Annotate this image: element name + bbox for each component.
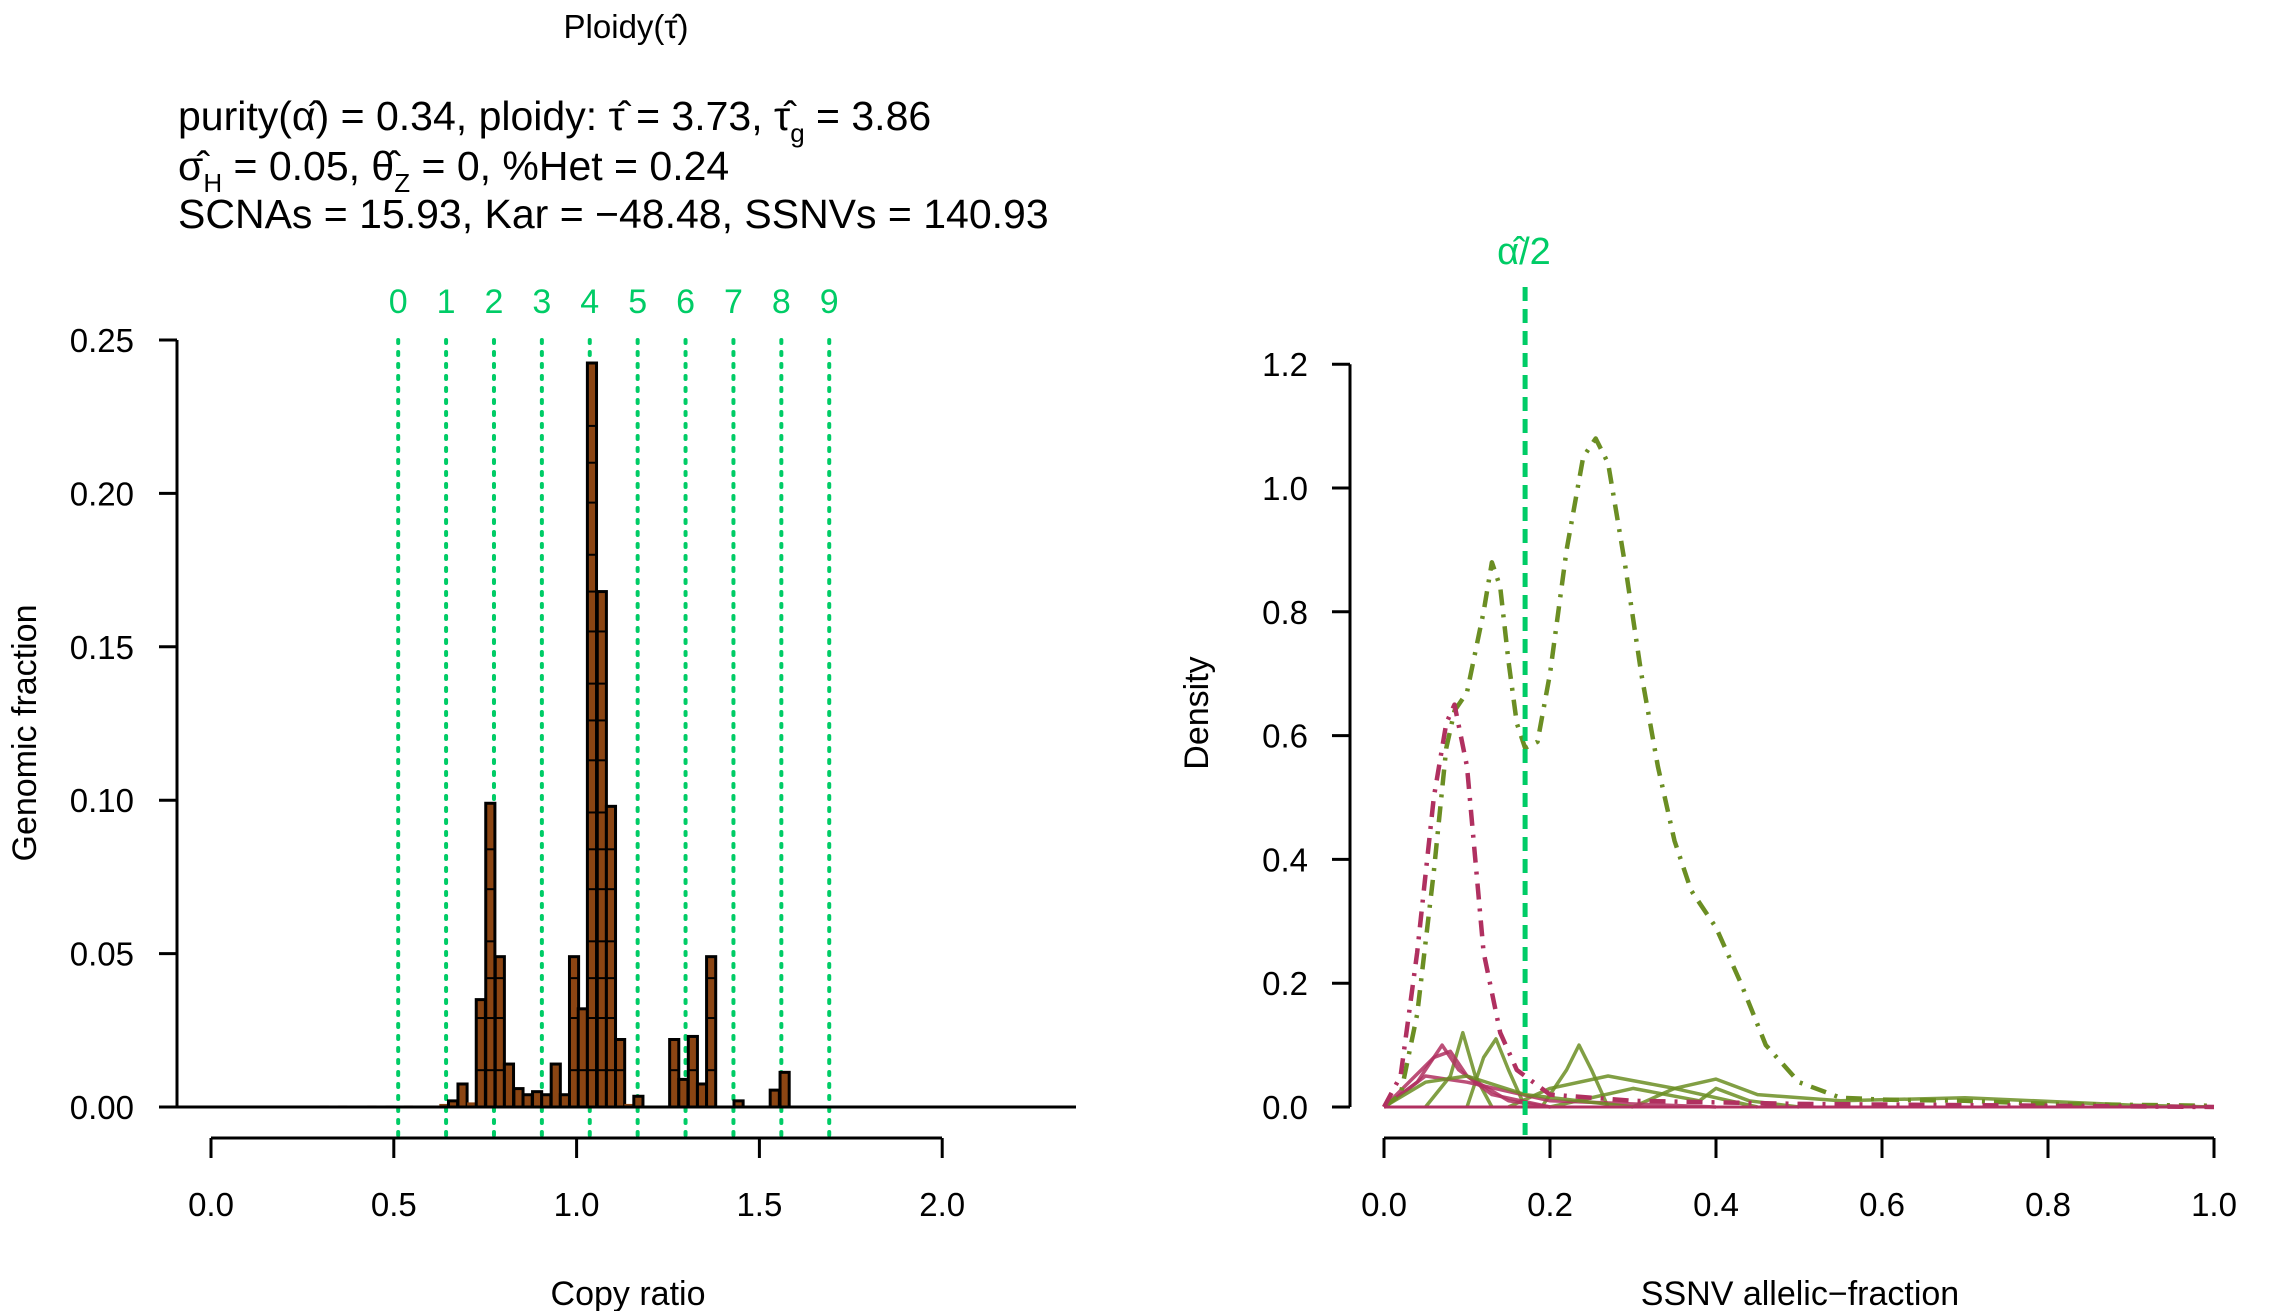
histogram-bar xyxy=(521,1093,534,1109)
density-curve-olive-solid xyxy=(1632,1077,2215,1109)
histogram-bar xyxy=(502,1062,516,1109)
y-tick-label: 1.2 xyxy=(1262,346,1308,383)
y-tick-label: 0.05 xyxy=(70,936,134,973)
x-tick-label: 0.0 xyxy=(1361,1186,1407,1223)
y-axis-label-right: Density xyxy=(1178,656,1216,769)
copy-number-label: 1 xyxy=(437,283,456,321)
x-axis-label-left: Copy ratio xyxy=(551,1275,706,1311)
y-axis-label-left: Genomic fraction xyxy=(6,605,44,862)
copy-number-label: 6 xyxy=(676,283,695,321)
histogram-bar xyxy=(677,1077,690,1109)
copy-number-label: 4 xyxy=(580,283,599,321)
histogram-bar xyxy=(632,1094,645,1109)
density-curve-olive-solid xyxy=(1383,1074,1634,1109)
y-tick-label: 0.6 xyxy=(1262,718,1308,755)
annotation-line-3: SCNAs = 15.93, Kar = −48.48, SSNVs = 140… xyxy=(178,191,1049,237)
y-tick-label: 0.8 xyxy=(1262,594,1308,631)
histogram-bar xyxy=(439,1103,449,1107)
x-tick-label: 0.5 xyxy=(371,1186,417,1223)
density-curve-olive-solid xyxy=(1465,1037,1527,1108)
copy-number-label: 5 xyxy=(628,283,647,321)
histogram-bar xyxy=(467,1102,477,1107)
copy-number-label: 0 xyxy=(389,283,408,321)
histogram-bar xyxy=(768,1088,781,1109)
x-tick-label: 0.2 xyxy=(1527,1186,1573,1223)
histogram-bar xyxy=(540,1093,553,1109)
x-tick-label: 2.0 xyxy=(919,1186,965,1223)
ssnv-density-plot: 0.0 0.2 0.4 0.6 0.8 1.0 1.2 0.0 0.2 0.4 0.6 0.8 1.0 xyxy=(1262,287,2237,1223)
y-tick-label: 0.4 xyxy=(1262,841,1308,878)
alpha-half-label: α̂/2 xyxy=(1497,231,1551,273)
copy-number-label: 8 xyxy=(772,283,791,321)
y-tick-label: 0.00 xyxy=(70,1089,134,1126)
copy-number-label: 7 xyxy=(724,283,743,321)
annotation-line-1: purity(α̂) = 0.34, ploidy: τ̂ = 3.73, τ̂… xyxy=(178,93,931,148)
histogram-bar xyxy=(585,361,599,1109)
histogram-bar xyxy=(624,1103,634,1107)
copy-ratio-histogram: 0 1 2 3 4 5 6 7 8 9 0.00 0.05 0.10 0.15 0.20 0.25 0.0 0.5… xyxy=(70,283,1076,1223)
density-curve-magenta-dashdot xyxy=(1382,702,2215,1110)
x-tick-label: 0.8 xyxy=(2025,1186,2071,1223)
density-curve-olive-solid xyxy=(1549,1086,1800,1109)
histogram-bar xyxy=(614,1038,627,1109)
x-tick-label: 1.0 xyxy=(2191,1186,2237,1223)
density-curve-magenta-solid xyxy=(1382,1049,1551,1109)
copy-number-label: 2 xyxy=(485,283,504,321)
plot-title: Ploidy(τ̂) xyxy=(564,8,689,45)
x-tick-label: 0.6 xyxy=(1859,1186,1905,1223)
histogram-bar xyxy=(474,998,487,1109)
y-tick-label: 0.0 xyxy=(1262,1089,1308,1126)
x-tick-label: 1.0 xyxy=(554,1186,600,1223)
x-tick-label: 1.5 xyxy=(736,1186,782,1223)
y-tick-label: 0.15 xyxy=(70,629,134,666)
copy-number-label: 3 xyxy=(532,283,551,321)
y-tick-label: 0.20 xyxy=(70,475,134,512)
y-tick-label: 1.0 xyxy=(1262,470,1308,507)
y-tick-label: 0.2 xyxy=(1262,965,1308,1002)
y-tick-label: 0.25 xyxy=(70,322,134,359)
annotation-line-2: σ̂H = 0.05, θ̂Z = 0, %Het = 0.24 xyxy=(178,143,729,198)
histogram-bar xyxy=(705,955,718,1109)
histogram-bar xyxy=(778,1070,791,1109)
x-tick-label: 0.4 xyxy=(1693,1186,1739,1223)
density-curve-olive-dashdot xyxy=(1382,436,2215,1109)
x-tick-label: 0.0 xyxy=(188,1186,234,1223)
copy-number-label: 9 xyxy=(820,283,839,321)
y-tick-label: 0.10 xyxy=(70,782,134,819)
x-axis-label-right: SSNV allelic−fraction xyxy=(1641,1275,1959,1311)
histogram-bar xyxy=(456,1082,469,1109)
density-curve-olive-solid xyxy=(1540,1043,1610,1108)
